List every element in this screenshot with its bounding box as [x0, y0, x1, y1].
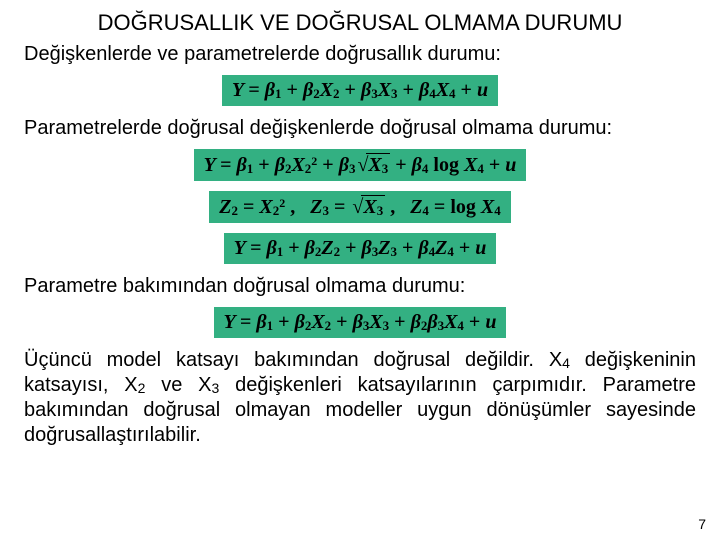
equation-row-3: Z2 = X22 , Z3 = X3 , Z4 = log X4 [24, 191, 696, 223]
slide-title: DOĞRUSALLIK VE DOĞRUSAL OLMAMA DURUMU [24, 10, 696, 36]
paragraph-linearity: Değişkenlerde ve parametrelerde doğrusal… [24, 42, 696, 67]
paragraph-explanation: Üçüncü model katsayı bakımından doğrusal… [24, 348, 696, 448]
equation-2: Y = β1 + β2X22 + β3X3 + β4 log X4 + u [194, 149, 527, 181]
equation-4: Y = β1 + β2Z2 + β3Z3 + β4Z4 + u [224, 233, 497, 264]
equation-row-1: Y = β1 + β2X2 + β3X3 + β4X4 + u [24, 75, 696, 106]
equation-1: Y = β1 + β2X2 + β3X3 + β4X4 + u [222, 75, 498, 106]
equation-5: Y = β1 + β2X2 + β3X3 + β2β3X4 + u [214, 307, 507, 338]
paragraph-nonlinear-vars: Parametrelerde doğrusal değişkenlerde do… [24, 116, 696, 141]
page-number: 7 [698, 516, 706, 532]
equation-3: Z2 = X22 , Z3 = X3 , Z4 = log X4 [209, 191, 510, 223]
equation-row-4: Y = β1 + β2Z2 + β3Z3 + β4Z4 + u [24, 233, 696, 264]
paragraph-nonlinear-params: Parametre bakımından doğrusal olmama dur… [24, 274, 696, 299]
equation-row-2: Y = β1 + β2X22 + β3X3 + β4 log X4 + u [24, 149, 696, 181]
equation-row-5: Y = β1 + β2X2 + β3X3 + β2β3X4 + u [24, 307, 696, 338]
